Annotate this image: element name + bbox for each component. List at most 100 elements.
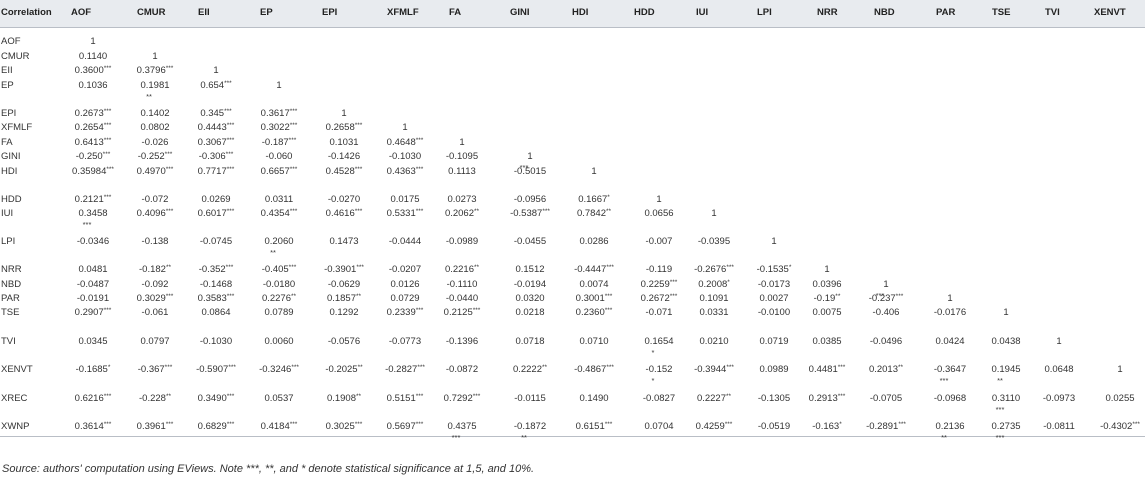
cell-aof-aof: 1 bbox=[90, 36, 96, 47]
significance-marker: * bbox=[788, 264, 792, 271]
cell-lpi-gini: -0.0455 bbox=[513, 236, 547, 247]
significance-marker: *** bbox=[417, 364, 425, 371]
cell-xrec-tvi: -0.0973 bbox=[1042, 393, 1076, 404]
cell-epi-ep: 0.3617*** bbox=[260, 108, 298, 119]
cell-hdi-xfmlf: 0.4363*** bbox=[386, 166, 424, 177]
cell-iui-eii: 0.6017*** bbox=[197, 208, 235, 219]
cell-cmur-cmur: 1 bbox=[152, 51, 158, 62]
cell-xrec-hdi: 0.1490 bbox=[579, 393, 609, 404]
cell-xwnp-xenvt: -0.4302*** bbox=[1100, 421, 1140, 432]
significance-marker: *** bbox=[354, 421, 363, 428]
significance-marker: *** bbox=[291, 364, 299, 371]
cell-iui-aof: 0.3458 bbox=[78, 208, 108, 219]
cell-fa-epi: 0.1031 bbox=[329, 137, 359, 148]
cell-xfmlf-eii: 0.4443*** bbox=[197, 122, 235, 133]
significance-marker: *** bbox=[604, 421, 613, 428]
significance-marker: *** bbox=[224, 80, 232, 87]
cell-nrr-eii: -0.352*** bbox=[198, 264, 234, 275]
cell-hdd-aof: 0.2121*** bbox=[74, 194, 112, 205]
cell-tvi-tse: 0.0438 bbox=[991, 336, 1021, 347]
cell-iui-xfmlf: 0.5331*** bbox=[386, 208, 424, 219]
cell-nrr-ep: -0.405*** bbox=[261, 264, 297, 275]
significance-marker: *** bbox=[669, 293, 678, 300]
row-label-xenvt: XENVT bbox=[1, 364, 33, 375]
cell-tse-cmur: -0.061 bbox=[141, 307, 169, 318]
significance-marker: *** bbox=[606, 364, 614, 371]
cell-par-epi: 0.1857** bbox=[326, 293, 362, 304]
significance-marker: *** bbox=[165, 208, 174, 215]
row-label-hdd: HDD bbox=[1, 194, 22, 205]
significance-marker: ** bbox=[356, 393, 362, 400]
cell-nrr-gini: 0.1512 bbox=[515, 264, 545, 275]
cell-tse-eii: 0.0864 bbox=[201, 307, 231, 318]
cell-gini-ep: -0.060 bbox=[265, 151, 293, 162]
cell-nbd-iui: 0.2008* bbox=[698, 279, 730, 290]
cell-xenvt-lpi: 0.0989 bbox=[759, 364, 789, 375]
cell-lpi-hdi: 0.0286 bbox=[579, 236, 609, 247]
cell-xwnp-epi: 0.3025*** bbox=[325, 421, 363, 432]
cell-xfmlf-ep: 0.3022*** bbox=[260, 122, 298, 133]
cell-nrr-nrr: 1 bbox=[824, 264, 830, 275]
column-header-hdd: HDD bbox=[634, 7, 655, 18]
column-header-tse: TSE bbox=[992, 7, 1011, 18]
cell-par-hdi: 0.3001*** bbox=[575, 293, 613, 304]
cell-tvi-eii: -0.1030 bbox=[199, 336, 233, 347]
cell-hdi-eii: 0.7717*** bbox=[197, 166, 235, 177]
cell-cmur-aof: 0.1140 bbox=[78, 51, 108, 62]
significance-marker: *** bbox=[472, 307, 481, 314]
cell-hdd-ep: 0.0311 bbox=[264, 194, 294, 205]
significance-marker: *** bbox=[837, 393, 846, 400]
cell-iui-iui: 1 bbox=[711, 208, 717, 219]
significance-marker: * bbox=[607, 194, 610, 201]
significance-marker: *** bbox=[165, 166, 174, 173]
significance-marker-wrapped: *** bbox=[451, 433, 461, 442]
row-label-fa: FA bbox=[1, 137, 13, 148]
column-header-gini: GINI bbox=[510, 7, 530, 18]
significance-marker: *** bbox=[289, 421, 298, 428]
significance-marker: *** bbox=[103, 122, 112, 129]
cell-nbd-eii: -0.1468 bbox=[199, 279, 233, 290]
cell-xrec-nbd: -0.0705 bbox=[869, 393, 903, 404]
cell-eii-aof: 0.3600*** bbox=[74, 65, 112, 76]
cell-hdd-hdi: 0.1667* bbox=[578, 194, 610, 205]
significance-marker-wrapped: *** bbox=[995, 405, 1005, 414]
column-header-ep: EP bbox=[260, 7, 273, 18]
cell-xrec-xenvt: 0.0255 bbox=[1105, 393, 1135, 404]
cell-tse-gini: 0.0218 bbox=[515, 307, 545, 318]
cell-tse-tse: 1 bbox=[1003, 307, 1009, 318]
column-header-epi: EPI bbox=[322, 7, 338, 18]
cell-nbd-nrr: 0.0396 bbox=[812, 279, 842, 290]
significance-marker: *** bbox=[724, 421, 733, 428]
cell-tvi-cmur: 0.0797 bbox=[140, 336, 170, 347]
column-header-tvi: TVI bbox=[1045, 7, 1060, 18]
significance-marker: *** bbox=[103, 194, 112, 201]
table-bottom-divider bbox=[0, 436, 1145, 437]
significance-marker: *** bbox=[165, 293, 174, 300]
cell-par-iui: 0.1091 bbox=[699, 293, 729, 304]
significance-marker: *** bbox=[289, 166, 298, 173]
cell-iui-fa: 0.2062** bbox=[444, 208, 480, 219]
cell-par-gini: 0.0320 bbox=[515, 293, 545, 304]
significance-marker: ** bbox=[606, 208, 612, 215]
cell-xenvt-epi: -0.2025** bbox=[325, 364, 363, 375]
cell-xfmlf-xfmlf: 1 bbox=[402, 122, 408, 133]
row-label-nrr: NRR bbox=[1, 264, 22, 275]
row-label-nbd: NBD bbox=[1, 279, 22, 290]
column-header-xenvt: XENVT bbox=[1094, 7, 1126, 18]
cell-lpi-cmur: -0.138 bbox=[141, 236, 169, 247]
cell-nrr-hdd: -0.119 bbox=[645, 264, 673, 275]
cell-lpi-xfmlf: -0.0444 bbox=[388, 236, 422, 247]
cell-epi-cmur: 0.1402 bbox=[140, 108, 170, 119]
column-header-hdi: HDI bbox=[572, 7, 589, 18]
cell-nrr-xfmlf: -0.0207 bbox=[388, 264, 422, 275]
row-label-hdi: HDI bbox=[1, 166, 18, 177]
cell-xwnp-hdd: 0.0704 bbox=[644, 421, 674, 432]
cell-epi-epi: 1 bbox=[341, 108, 347, 119]
significance-marker: *** bbox=[415, 421, 424, 428]
header-band bbox=[0, 0, 1145, 27]
column-header-iui: IUI bbox=[696, 7, 709, 18]
significance-marker: * bbox=[839, 421, 842, 428]
significance-marker-wrapped: ** bbox=[521, 433, 527, 442]
cell-hdi-epi: 0.4528*** bbox=[325, 166, 363, 177]
cell-nbd-nbd: 1 bbox=[883, 279, 889, 290]
